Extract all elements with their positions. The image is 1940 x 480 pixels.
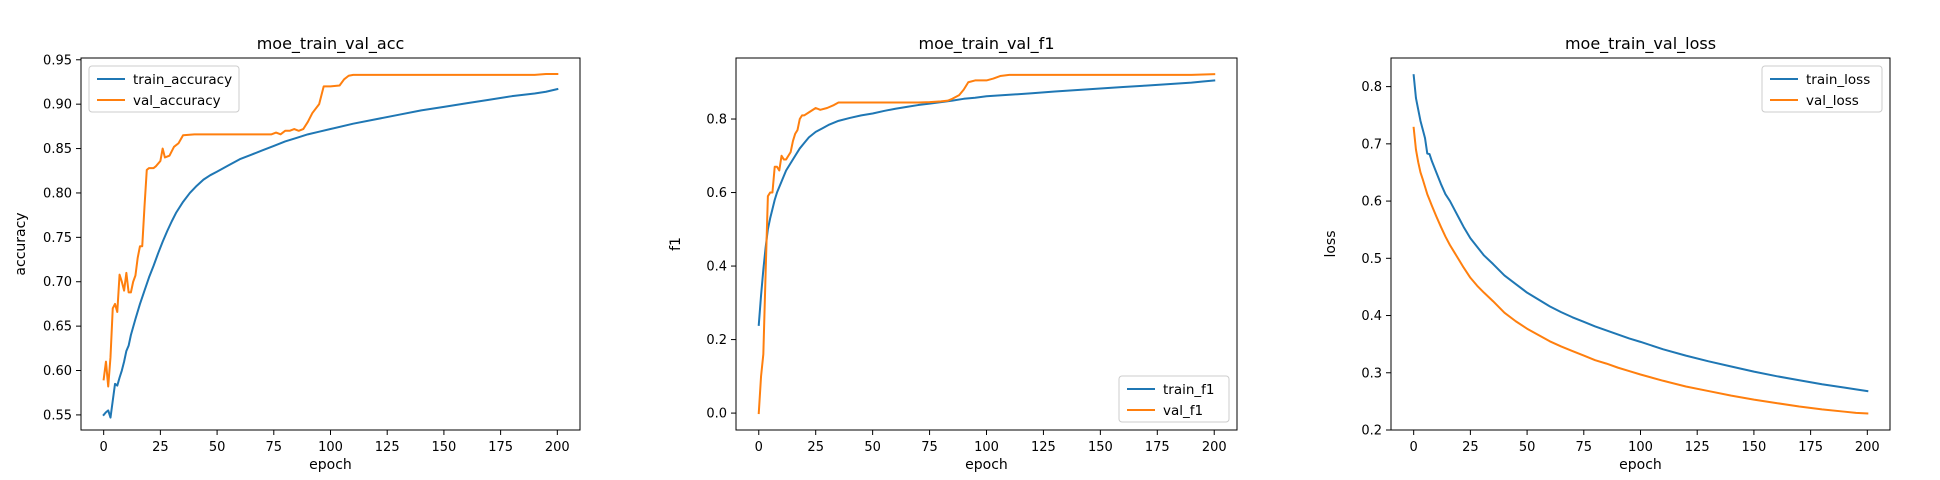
- x-tick-label: 150: [1088, 440, 1113, 455]
- chart-2: 0 25 50 75 100 125 150 175 200 0.0 0.2 0.4 0.6 0.8 moe…: [668, 34, 1238, 473]
- y-tick-label: 0.6: [1361, 195, 1382, 210]
- x-tick-label: 50: [1519, 440, 1536, 455]
- x-tick-label: 75: [266, 440, 283, 455]
- y-tick-label: 0.0: [706, 407, 727, 422]
- y-tick-label: 0.65: [43, 320, 72, 335]
- chart-1: 0 25 50 75 100 125 150 175 200 0.55 0.60 0.65 0.70 0.…: [13, 34, 581, 473]
- y-tick-label: 0.75: [43, 231, 72, 246]
- x-tick-label: 0: [100, 440, 108, 455]
- x-tick-label: 175: [1145, 440, 1170, 455]
- x-tick-label: 175: [488, 440, 513, 455]
- y-tick-label: 0.5: [1361, 252, 1382, 267]
- chart-title: moe_train_val_f1: [919, 34, 1055, 54]
- y-tick-label: 0.8: [706, 113, 727, 128]
- y-axis-label: f1: [668, 237, 684, 251]
- y-tick-label: 0.4: [1361, 309, 1382, 324]
- y-axis-label: accuracy: [13, 212, 29, 275]
- x-tick-label: 25: [1462, 440, 1479, 455]
- series-line-train_f1: [757, 79, 1216, 326]
- x-axis-label: epoch: [965, 457, 1008, 473]
- y-tick-label: 0.60: [43, 364, 72, 379]
- legend: train_accuracy val_accuracy: [88, 65, 240, 113]
- x-tick-label: 100: [1628, 440, 1653, 455]
- y-tick-label: 0.8: [1361, 80, 1382, 95]
- x-tick-label: 200: [1855, 440, 1880, 455]
- x-tick-label: 150: [431, 440, 456, 455]
- x-tick-label: 0: [755, 440, 763, 455]
- y-tick-label: 0.3: [1361, 366, 1382, 381]
- y-tick-label: 0.2: [1361, 424, 1382, 439]
- x-tick-label: 200: [545, 440, 570, 455]
- x-axis-label: epoch: [309, 457, 352, 473]
- x-tick-label: 75: [921, 440, 938, 455]
- chart-3: 0 25 50 75 100 125 150 175 200 0.2 0.3 0.4 0.5 0.6 0.7…: [1323, 34, 1891, 473]
- charts: 0 25 50 75 100 125 150 175 2000.550.600.650.700.…: [13, 34, 1891, 473]
- y-tick-label: 0.90: [43, 98, 72, 113]
- legend-label-train_f1: train_f1: [1163, 382, 1215, 398]
- series-line-train_accuracy: [102, 87, 559, 419]
- y-tick-label: 0.80: [43, 186, 72, 201]
- legend-box: [88, 65, 240, 113]
- legend-label-val_loss: val_loss: [1806, 93, 1859, 109]
- y-tick-label: 0.4: [706, 260, 727, 275]
- x-tick-label: 50: [864, 440, 881, 455]
- x-tick-label: 125: [375, 440, 400, 455]
- legend-label-train_accuracy: train_accuracy: [133, 72, 232, 88]
- y-tick-label: 0.70: [43, 275, 72, 290]
- x-tick-label: 125: [1031, 440, 1056, 455]
- chart-title: moe_train_val_acc: [257, 34, 405, 54]
- x-tick-label: 100: [318, 440, 343, 455]
- x-tick-label: 175: [1798, 440, 1823, 455]
- x-tick-label: 25: [807, 440, 824, 455]
- x-tick-label: 25: [152, 440, 169, 455]
- x-tick-label: 125: [1685, 440, 1710, 455]
- x-axis-label: epoch: [1619, 457, 1662, 473]
- series-line-val_accuracy: [102, 72, 559, 388]
- legend-label-train_loss: train_loss: [1806, 72, 1870, 88]
- x-tick-label: 50: [209, 440, 226, 455]
- y-axis-label: loss: [1323, 230, 1339, 257]
- y-tick-label: 0.6: [706, 186, 727, 201]
- y-tick-label: 0.95: [43, 53, 72, 68]
- series-line-val_loss: [1412, 126, 1869, 415]
- legend-label-val_f1: val_f1: [1163, 403, 1203, 419]
- chart-title: moe_train_val_loss: [1565, 34, 1716, 54]
- legend: train_loss val_loss: [1761, 65, 1883, 113]
- y-tick-label: 0.55: [43, 408, 72, 423]
- y-tick-label: 0.2: [706, 333, 727, 348]
- y-tick-label: 0.7: [1361, 137, 1382, 152]
- legend-label-val_accuracy: val_accuracy: [133, 93, 221, 109]
- x-tick-label: 0: [1410, 440, 1418, 455]
- series-line-val_f1: [757, 73, 1216, 415]
- legend: train_f1 val_f1: [1118, 375, 1230, 423]
- x-tick-label: 200: [1202, 440, 1227, 455]
- x-tick-label: 100: [974, 440, 999, 455]
- y-tick-label: 0.85: [43, 142, 72, 157]
- x-tick-label: 150: [1741, 440, 1766, 455]
- series-line-train_loss: [1412, 74, 1869, 393]
- x-tick-label: 75: [1576, 440, 1593, 455]
